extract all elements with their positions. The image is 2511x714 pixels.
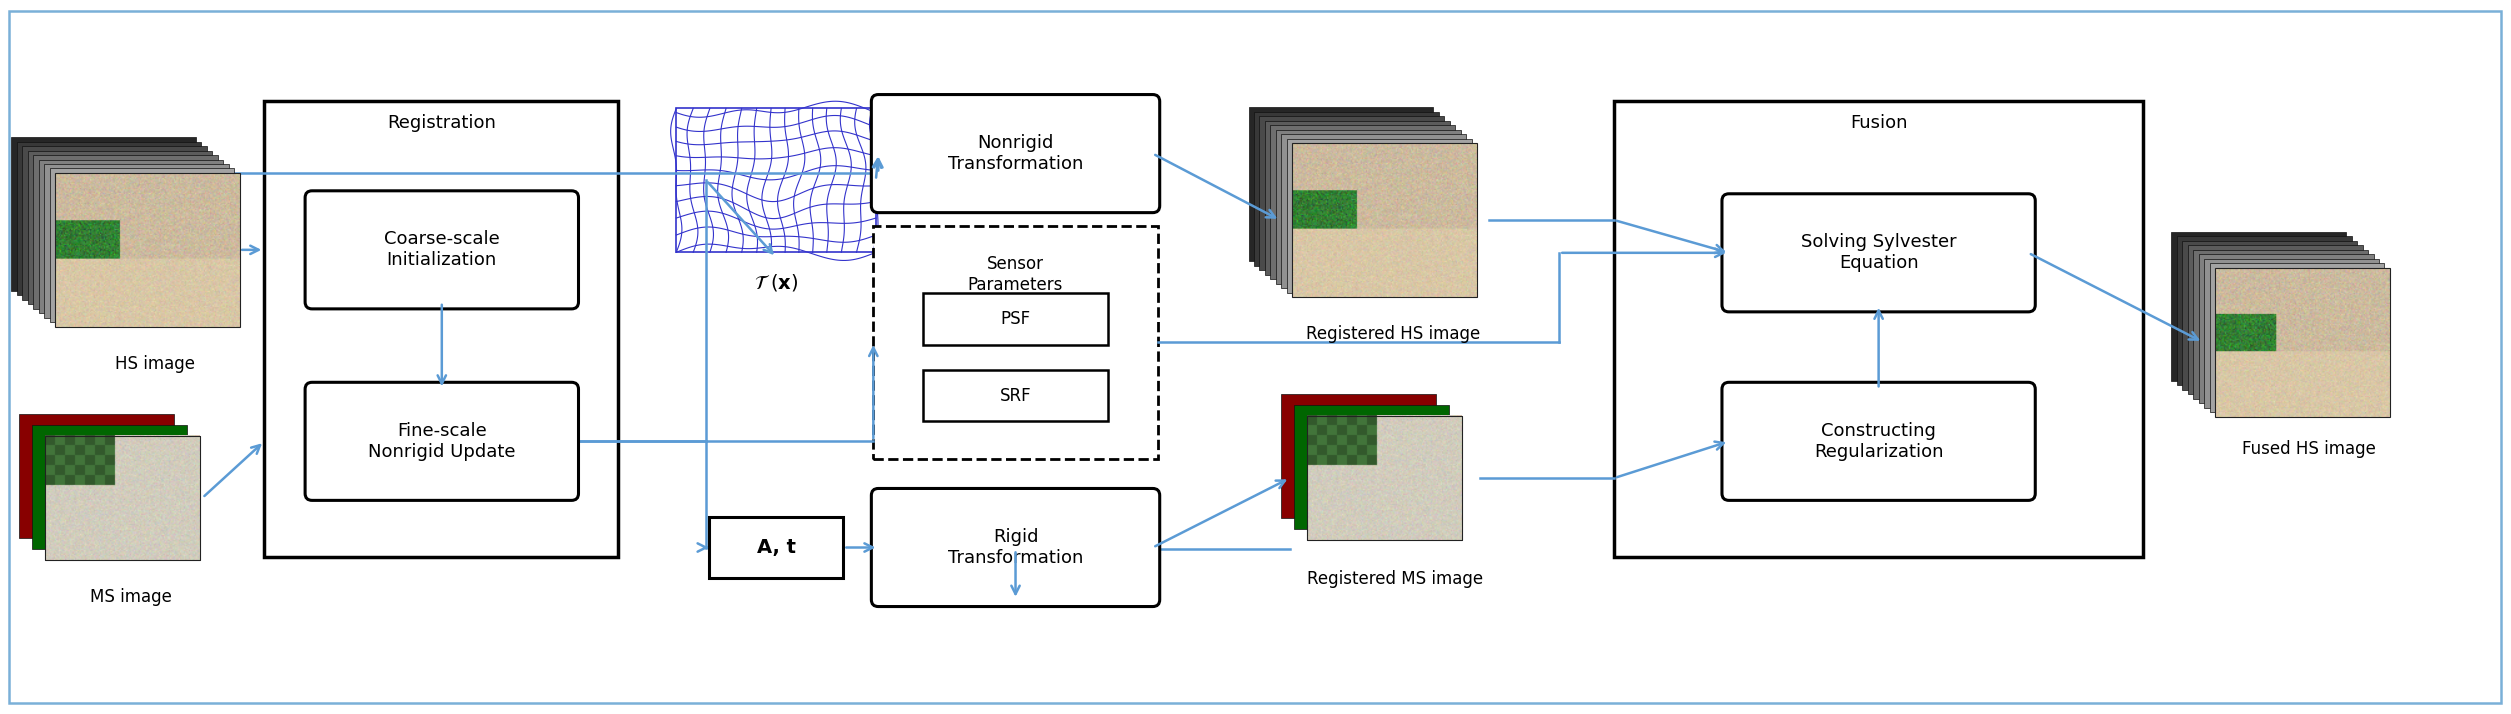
Bar (2217, 281, 2235, 403)
Text: Nonrigid
Transformation: Nonrigid Transformation (947, 134, 1082, 173)
Text: Solving Sylvester
Equation: Solving Sylvester Equation (1800, 233, 1956, 272)
FancyBboxPatch shape (871, 488, 1160, 607)
Bar (45, 164, 229, 318)
Text: A, t: A, t (756, 538, 796, 557)
Bar (2187, 246, 2363, 394)
Text: Registered MS image: Registered MS image (1306, 570, 1484, 588)
Bar (1615, 101, 2142, 558)
Bar (1266, 121, 1449, 275)
Bar (1298, 157, 1316, 283)
Bar (50, 169, 234, 322)
Bar (60, 187, 78, 313)
Bar (60, 187, 80, 313)
Bar (675, 109, 876, 252)
Text: PSF: PSF (999, 311, 1030, 328)
Bar (2215, 281, 2232, 403)
FancyBboxPatch shape (306, 382, 578, 501)
Text: Rigid
Transformation: Rigid Transformation (947, 528, 1082, 567)
Bar (708, 517, 844, 578)
Bar (2217, 281, 2235, 403)
Bar (1281, 134, 1466, 288)
FancyBboxPatch shape (1723, 382, 2036, 501)
Bar (1308, 416, 1461, 540)
Bar (2205, 258, 2378, 408)
Bar (2220, 281, 2237, 403)
Bar (1288, 139, 1471, 293)
Bar (20, 414, 173, 538)
Bar (2177, 236, 2353, 386)
Bar (2222, 281, 2240, 403)
Text: Constructing
Regularization: Constructing Regularization (1813, 422, 1944, 461)
Bar (2220, 281, 2237, 403)
Bar (1276, 130, 1461, 283)
Text: Fusion: Fusion (1851, 114, 1908, 132)
Bar (58, 187, 75, 313)
Bar (2210, 263, 2385, 412)
Bar (264, 101, 618, 558)
Bar (1293, 157, 1313, 283)
Bar (58, 187, 78, 313)
Text: Sensor
Parameters: Sensor Parameters (967, 256, 1062, 294)
Text: HS image: HS image (116, 355, 196, 373)
Bar (33, 425, 186, 549)
Bar (1296, 157, 1316, 283)
Bar (2182, 241, 2358, 390)
Bar (1298, 157, 1316, 283)
FancyBboxPatch shape (871, 94, 1160, 213)
Bar (1281, 394, 1436, 518)
Bar (1296, 157, 1313, 283)
FancyBboxPatch shape (306, 191, 578, 309)
Bar (63, 187, 80, 313)
Text: Fused HS image: Fused HS image (2242, 441, 2375, 458)
Bar (2220, 281, 2240, 403)
Bar (1253, 112, 1439, 266)
Bar (1248, 107, 1434, 261)
Bar (55, 173, 239, 327)
Bar (55, 187, 73, 313)
Bar (23, 146, 206, 300)
Bar (18, 141, 201, 296)
Bar (28, 151, 213, 304)
Text: Fine-scale
Nonrigid Update: Fine-scale Nonrigid Update (369, 422, 515, 461)
Bar (874, 226, 1158, 458)
Bar (2172, 232, 2345, 381)
Bar (2200, 254, 2373, 403)
FancyBboxPatch shape (1723, 193, 2036, 312)
Text: Registration: Registration (387, 114, 495, 132)
Text: MS image: MS image (90, 588, 171, 606)
Bar (45, 436, 201, 560)
Bar (1293, 157, 1311, 283)
Bar (1293, 157, 1311, 283)
Text: Coarse-scale
Initialization: Coarse-scale Initialization (384, 231, 500, 269)
Bar (2215, 268, 2390, 416)
Bar (58, 187, 75, 313)
Bar (2217, 281, 2235, 403)
Bar (2195, 250, 2368, 398)
Bar (60, 187, 78, 313)
Bar (1308, 416, 1461, 540)
Bar (33, 155, 218, 309)
Bar (1293, 405, 1449, 529)
Bar (1293, 144, 1476, 297)
Bar (55, 187, 73, 313)
Bar (1301, 157, 1318, 283)
Bar (1261, 116, 1444, 270)
Bar (924, 293, 1107, 345)
Text: Registered HS image: Registered HS image (1306, 325, 1479, 343)
Bar (2222, 281, 2240, 403)
Text: SRF: SRF (999, 387, 1032, 405)
Bar (1296, 157, 1313, 283)
Bar (38, 159, 223, 313)
Bar (45, 436, 201, 560)
Bar (10, 137, 196, 291)
Bar (1271, 126, 1454, 279)
Bar (924, 370, 1107, 421)
Text: $\mathcal{T}$ ($\mathbf{x}$): $\mathcal{T}$ ($\mathbf{x}$) (753, 271, 798, 293)
